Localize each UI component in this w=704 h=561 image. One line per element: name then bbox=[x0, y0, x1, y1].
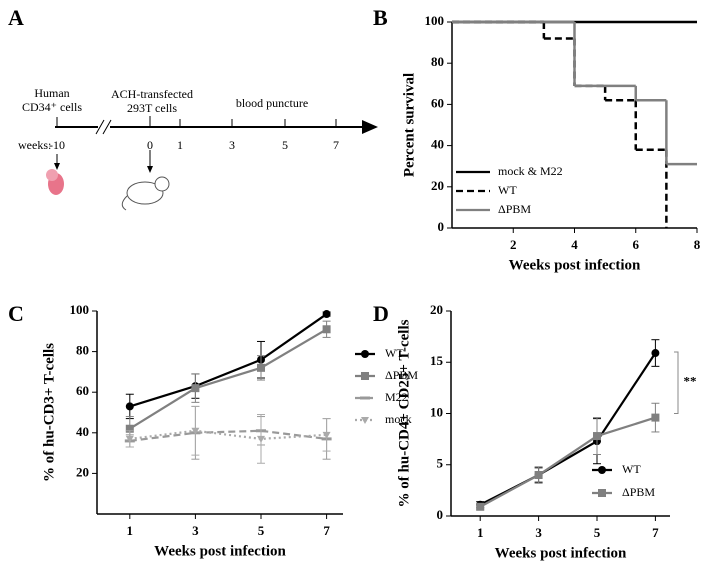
x-tick-label: 3 bbox=[535, 525, 542, 540]
panel-label: B bbox=[373, 5, 388, 30]
x-tick-label: 2 bbox=[510, 237, 517, 252]
axis-break bbox=[102, 119, 112, 135]
legend-label: mock & M22 bbox=[498, 164, 563, 178]
panel-label: D bbox=[373, 301, 389, 326]
mouse-icon bbox=[154, 176, 170, 192]
marker bbox=[125, 402, 134, 411]
marker bbox=[593, 432, 601, 441]
y-axis-label: Percent survival bbox=[401, 73, 417, 177]
event-text: CD34⁺ cells bbox=[22, 100, 82, 114]
y-tick-label: 100 bbox=[70, 302, 90, 317]
legend-label: WT bbox=[498, 183, 517, 197]
legend-label: WT bbox=[622, 462, 641, 476]
axis-break bbox=[98, 119, 110, 135]
legend-label: ΔPBM bbox=[385, 368, 418, 382]
y-tick-label: 40 bbox=[431, 137, 444, 152]
series-line bbox=[129, 313, 328, 408]
marker bbox=[191, 384, 200, 393]
y-tick-label: 60 bbox=[431, 95, 444, 110]
week-label: 3 bbox=[229, 138, 235, 152]
legend-label: ΔPBM bbox=[622, 485, 655, 499]
timeline-arrowhead bbox=[362, 120, 378, 134]
marker bbox=[598, 466, 606, 474]
weeks-label: weeks: bbox=[18, 138, 51, 152]
x-tick-label: 4 bbox=[571, 237, 578, 252]
marker bbox=[476, 502, 485, 511]
series-line bbox=[129, 429, 327, 440]
mouse-tail bbox=[121, 195, 128, 211]
y-tick-label: 60 bbox=[76, 383, 89, 398]
x-tick-label: 1 bbox=[477, 525, 484, 540]
x-axis-label: Weeks post infection bbox=[509, 257, 641, 273]
x-tick-label: 1 bbox=[127, 523, 134, 538]
week-label: 7 bbox=[333, 138, 339, 152]
arrow bbox=[54, 163, 60, 170]
y-tick-label: 80 bbox=[76, 343, 89, 358]
marker bbox=[125, 424, 134, 433]
series-line bbox=[479, 352, 657, 506]
y-tick-label: 100 bbox=[425, 13, 445, 28]
series-line bbox=[129, 429, 327, 443]
marker bbox=[257, 435, 265, 443]
event-text: Human bbox=[34, 86, 69, 100]
marker bbox=[257, 363, 265, 372]
y-tick-label: 15 bbox=[430, 353, 444, 368]
marker bbox=[651, 349, 660, 358]
marker bbox=[125, 435, 134, 443]
y-tick-label: 0 bbox=[437, 507, 444, 522]
y-tick-label: 80 bbox=[431, 54, 444, 69]
x-tick-label: 5 bbox=[594, 525, 601, 540]
newborn-icon bbox=[46, 169, 58, 181]
legend-label: ΔPBM bbox=[498, 202, 531, 216]
arrow bbox=[147, 166, 153, 173]
axis-break bbox=[95, 119, 105, 135]
marker bbox=[598, 489, 606, 497]
marker bbox=[322, 310, 331, 319]
y-tick-label: 40 bbox=[76, 424, 89, 439]
x-tick-label: 3 bbox=[192, 523, 199, 538]
event-text: 293T cells bbox=[127, 101, 177, 115]
y-tick-label: 20 bbox=[76, 464, 89, 479]
event-text: blood puncture bbox=[236, 96, 308, 110]
x-tick-label: 8 bbox=[694, 237, 701, 252]
panel-label: C bbox=[8, 301, 24, 326]
y-axis-label: % of hu-CD3+ T-cells bbox=[41, 343, 57, 482]
marker bbox=[361, 372, 369, 380]
significance-bracket bbox=[674, 351, 679, 414]
legend-label: M22 bbox=[385, 390, 408, 404]
marker bbox=[534, 471, 543, 479]
y-tick-label: 0 bbox=[438, 219, 445, 234]
week-label: -10 bbox=[49, 138, 65, 152]
x-tick-label: 7 bbox=[323, 523, 330, 538]
marker bbox=[361, 350, 369, 358]
week-label: 1 bbox=[177, 138, 183, 152]
x-axis-label: Weeks post infection bbox=[495, 545, 627, 561]
series-line bbox=[129, 328, 328, 430]
panel-a: A Human CD34⁺ cells ACH-transfected 293T… bbox=[8, 5, 378, 211]
y-tick-label: 5 bbox=[437, 456, 444, 471]
significance-label: ** bbox=[684, 374, 697, 389]
marker bbox=[651, 413, 660, 422]
x-tick-label: 6 bbox=[633, 237, 640, 252]
marker bbox=[322, 431, 331, 439]
marker bbox=[322, 325, 331, 334]
legend-label: mock bbox=[385, 412, 412, 426]
y-tick-label: 10 bbox=[430, 404, 443, 419]
x-axis-label: Weeks post infection bbox=[154, 543, 286, 559]
panel-label: A bbox=[8, 5, 24, 30]
y-tick-label: 20 bbox=[430, 302, 443, 317]
legend-label: WT bbox=[385, 346, 404, 360]
x-tick-label: 7 bbox=[652, 525, 659, 540]
y-tick-label: 20 bbox=[431, 178, 444, 193]
series-line bbox=[479, 416, 656, 508]
week-label: 0 bbox=[147, 138, 153, 152]
x-tick-label: 5 bbox=[258, 523, 265, 538]
week-label: 5 bbox=[282, 138, 288, 152]
marker bbox=[361, 417, 369, 424]
marker bbox=[191, 427, 200, 435]
event-text: ACH-transfected bbox=[111, 87, 193, 101]
y-axis-label: % of hu-CD4+ CD25+ T-cells bbox=[396, 319, 412, 507]
mouse-icon bbox=[126, 181, 164, 205]
